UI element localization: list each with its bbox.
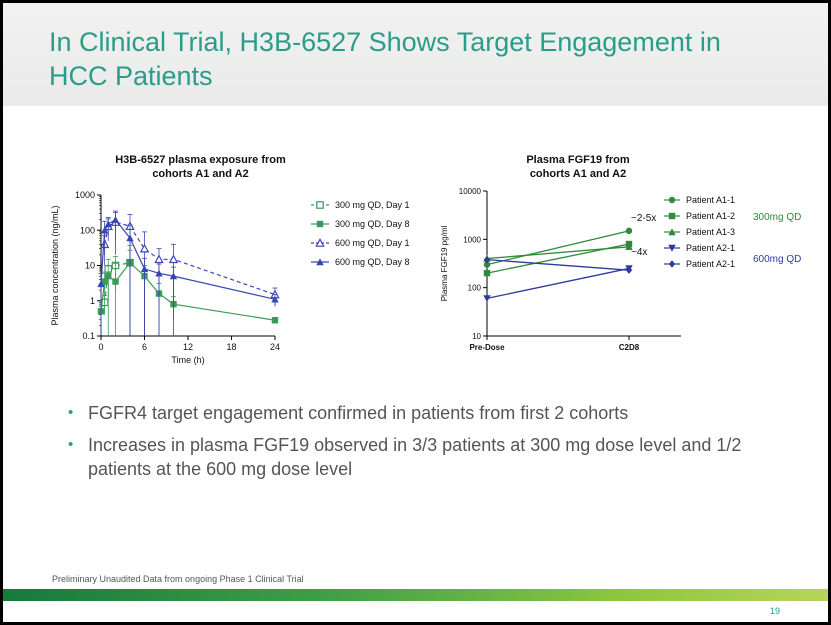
group-label-600mg: 600mg QD	[753, 254, 801, 265]
bullet-text: FGFR4 target engagement confirmed in pat…	[88, 403, 629, 423]
data-point	[168, 254, 179, 264]
series-5: Patient A2-1	[483, 255, 735, 274]
data-point	[126, 234, 134, 242]
bullet-list: • FGFR4 target engagement confirmed in p…	[68, 401, 788, 489]
x-tick-label: 0	[98, 342, 103, 352]
bullet-text: Increases in plasma FGF19 observed in 3/…	[88, 435, 742, 479]
group-label-300mg: 300mg QD	[753, 212, 801, 223]
x-tick-label: C2D8	[619, 343, 640, 352]
footer-bar	[3, 589, 828, 601]
data-point	[483, 295, 491, 303]
y-tick-label: 1	[90, 296, 95, 306]
x-tick-label: 24	[270, 342, 280, 352]
data-point	[111, 215, 120, 223]
pk-exposure-chart: 0.1 1 10 100 1000 0 6 12 18 24 Time (h) Plasma conc…	[50, 190, 410, 365]
legend-swatch-marker	[315, 238, 325, 247]
y-tick-label: 100	[468, 284, 482, 293]
y-tick-label: 1000	[75, 190, 95, 200]
data-point	[97, 280, 105, 288]
legend-label: Patient A1-1	[686, 195, 735, 205]
data-point	[625, 266, 633, 274]
bullet-icon: •	[68, 404, 74, 421]
chart-2-title-line-1: Plasma FGF19 from	[526, 154, 630, 166]
legend-label: 600 mg QD, Day 1	[335, 238, 410, 248]
x-tick-label: 6	[142, 342, 147, 352]
fgf19-chart: 10 100 1000 10000 Pre-Dose C2D8 Plasma FGF19 p…	[440, 187, 801, 352]
x-axis-label: Time (h)	[171, 355, 204, 365]
chart-2-title-line-2: cohorts A1 and A2	[529, 168, 627, 180]
series-4: Patient A2-1	[483, 243, 735, 303]
series-line	[486, 258, 630, 271]
legend-swatch-marker	[668, 260, 676, 268]
chart-1-title-line-1: H3B-6527 plasma exposure from	[115, 154, 286, 166]
fold-change-annotation: ~4x	[631, 247, 647, 258]
legend-label: Patient A1-2	[686, 211, 735, 221]
title-band	[3, 3, 828, 106]
y-tick-label: 10	[472, 332, 481, 341]
series-4: 600 mg QD, Day 8	[97, 210, 410, 336]
series-line	[486, 246, 630, 260]
bullet-icon: •	[68, 436, 74, 453]
fold-change-annotation: ~2-5x	[631, 213, 656, 224]
legend-label: 300 mg QD, Day 1	[335, 200, 410, 210]
legend-swatch-marker	[668, 212, 676, 220]
data-point	[483, 269, 491, 277]
chart-1-title-line-2: cohorts A1 and A2	[152, 168, 249, 180]
slide-title: In Clinical Trial, H3B-6527 Shows Target…	[49, 27, 721, 91]
series-line	[486, 230, 630, 266]
bullet-item: • Increases in plasma FGF19 observed in …	[68, 433, 788, 481]
series-line	[486, 267, 630, 300]
chart-2-title: Plasma FGF19 from cohorts A1 and A2	[478, 153, 678, 181]
data-point	[104, 220, 112, 228]
data-point	[140, 265, 149, 273]
legend-swatch-marker	[316, 258, 324, 266]
footnote: Preliminary Unaudited Data from ongoing …	[52, 574, 304, 584]
legend-swatch-marker	[668, 244, 676, 252]
data-point	[271, 317, 279, 324]
x-tick-label: 18	[226, 342, 236, 352]
data-point	[483, 261, 491, 268]
legend-label: Patient A2-1	[686, 259, 735, 269]
data-point	[139, 243, 150, 253]
y-tick-label: 100	[80, 225, 95, 235]
legend-swatch-marker	[668, 196, 676, 204]
page-number: 19	[769, 606, 780, 616]
data-point	[155, 269, 163, 277]
data-point	[154, 254, 164, 264]
legend-label: 600 mg QD, Day 8	[335, 257, 410, 267]
data-point	[625, 243, 633, 251]
legend-swatch-marker	[668, 228, 676, 236]
series-line	[100, 261, 276, 321]
x-tick-label: Pre-Dose	[469, 343, 505, 352]
y-tick-label: 10000	[459, 187, 482, 196]
y-axis-label: Plasma concentration (ng/mL)	[50, 205, 60, 325]
legend-swatch-marker	[316, 201, 324, 209]
y-tick-label: 1000	[463, 235, 481, 244]
x-tick-label: 12	[183, 342, 193, 352]
legend-label: Patient A2-1	[686, 243, 735, 253]
series-1: Patient A1-1	[483, 195, 735, 268]
legend-label: Patient A1-3	[686, 227, 735, 237]
y-tick-label: 0.1	[82, 331, 95, 341]
data-point	[625, 227, 633, 235]
data-point	[169, 272, 178, 280]
y-axis-label: Plasma FGF19 pg/ml	[440, 225, 449, 301]
data-point	[100, 226, 109, 234]
data-point	[101, 278, 108, 285]
y-tick-label: 10	[85, 261, 95, 271]
legend-swatch-marker	[316, 220, 324, 228]
data-point	[271, 295, 279, 303]
data-point	[483, 255, 491, 264]
data-point	[105, 272, 112, 280]
legend-label: 300 mg QD, Day 8	[335, 219, 410, 229]
bullet-item: • FGFR4 target engagement confirmed in p…	[68, 401, 788, 425]
data-point	[112, 278, 119, 285]
chart-1-title: H3B-6527 plasma exposure from cohorts A1…	[93, 153, 308, 181]
